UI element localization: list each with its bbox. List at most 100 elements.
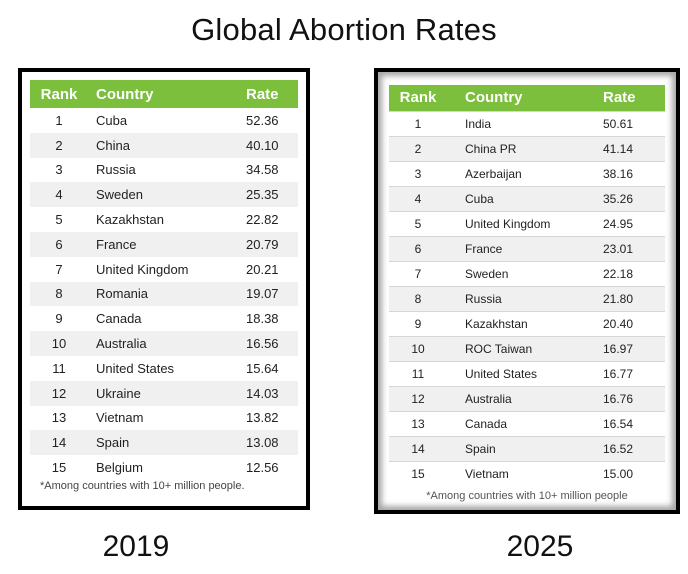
country-cell: Australia (96, 336, 147, 352)
rate-cell: 38.16 (603, 166, 634, 181)
rank-cell: 7 (55, 261, 63, 277)
rate-header: Rate (603, 89, 636, 107)
table-row: 5 United Kingdom 24.95 (389, 211, 665, 236)
table-row: 3 Azerbaijan 38.16 (389, 161, 665, 186)
country-cell: Spain (96, 435, 130, 451)
country-cell: ROC Taiwan (465, 341, 533, 356)
rank-cell: 9 (414, 316, 422, 331)
table-row: 11 United States 15.64 (30, 356, 298, 381)
page-title: Global Abortion Rates (191, 12, 497, 47)
country-cell: Spain (465, 441, 496, 456)
country-header: Country (96, 85, 154, 103)
table-row: 1 Cuba 52.36 (30, 108, 298, 133)
rate-cell: 34.58 (246, 162, 279, 178)
table-row: 11 United States 16.77 (389, 361, 665, 386)
rate-cell: 16.52 (603, 441, 634, 456)
rank-cell: 10 (411, 341, 425, 356)
rank-cell: 15 (411, 466, 425, 481)
table-row: 7 United Kingdom 20.21 (30, 257, 298, 282)
country-cell: France (465, 241, 503, 256)
table-row: 12 Australia 16.76 (389, 386, 665, 411)
table-row: 8 Romania 19.07 (30, 281, 298, 307)
footnote: *Among countries with 10+ million people… (40, 480, 245, 492)
rate-cell: 16.54 (603, 416, 634, 431)
rank-cell: 6 (414, 241, 422, 256)
table-row: 15 Belgium 12.56 (30, 455, 298, 480)
rank-cell: 1 (414, 116, 422, 131)
rank-cell: 2 (55, 137, 63, 153)
country-cell: Azerbaijan (465, 166, 522, 181)
table-header-row: Rank Country Rate (30, 80, 298, 108)
table-row: 14 Spain 13.08 (30, 430, 298, 456)
table-header-row: Rank Country Rate (389, 85, 665, 111)
ranking-table-2025: Rank Country Rate 1 India 50.61 2 China PR 41… (389, 85, 665, 486)
rate-cell: 22.82 (246, 212, 279, 228)
year-label-2025: 2025 (506, 530, 574, 563)
rate-cell: 15.00 (603, 466, 634, 481)
rate-cell: 20.21 (246, 261, 279, 277)
country-cell: United States (465, 366, 538, 381)
rate-cell: 15.64 (246, 360, 279, 376)
country-cell: Cuba (465, 191, 494, 206)
rate-cell: 20.79 (246, 236, 279, 252)
rank-cell: 11 (52, 360, 66, 376)
country-cell: Vietnam (465, 466, 509, 481)
country-cell: Kazakhstan (96, 212, 164, 228)
rate-cell: 40.10 (246, 137, 279, 153)
rate-cell: 14.03 (246, 385, 279, 401)
table-row: 15 Vietnam 15.00 (389, 461, 665, 486)
rank-cell: 8 (55, 286, 63, 302)
rate-cell: 50.61 (603, 116, 634, 131)
country-cell: Vietnam (96, 410, 144, 426)
table-row: 5 Kazakhstan 22.82 (30, 207, 298, 232)
rank-cell: 9 (55, 311, 63, 327)
rate-cell: 19.07 (246, 286, 279, 302)
rate-cell: 16.97 (603, 341, 634, 356)
rank-cell: 4 (55, 187, 63, 203)
rate-cell: 13.08 (246, 435, 279, 451)
rank-cell: 11 (411, 366, 425, 381)
country-cell: Russia (465, 291, 502, 306)
country-cell: China (96, 137, 130, 153)
table-row: 3 Russia 34.58 (30, 158, 298, 183)
rank-header: Rank (399, 89, 437, 107)
rate-cell: 22.18 (603, 266, 634, 281)
rank-cell: 8 (414, 291, 422, 306)
table-row: 13 Vietnam 13.82 (30, 406, 298, 431)
table-row: 7 Sweden 22.18 (389, 261, 665, 286)
table-row: 10 ROC Taiwan 16.97 (389, 336, 665, 361)
country-cell: India (465, 116, 492, 131)
country-cell: Canada (96, 311, 142, 327)
rate-cell: 13.82 (246, 410, 279, 426)
country-cell: Cuba (96, 112, 128, 128)
country-cell: Sweden (465, 266, 509, 281)
country-cell: Australia (465, 391, 512, 406)
rate-cell: 12.56 (246, 460, 279, 476)
footnote: *Among countries with 10+ million people (426, 490, 628, 502)
year-label-2019: 2019 (102, 530, 170, 563)
table-row: 12 Ukraine 14.03 (30, 380, 298, 406)
rank-cell: 6 (55, 236, 63, 252)
country-cell: Kazakhstan (465, 316, 528, 331)
rate-cell: 16.56 (246, 336, 279, 352)
rank-header: Rank (40, 85, 78, 103)
table-2025-panel: Rank Country Rate 1 India 50.61 2 China PR 41… (378, 72, 676, 510)
country-cell: China PR (465, 141, 517, 156)
table-2019-frame: Rank Country Rate 1 Cuba 52.36 2 China 40.10 3… (18, 68, 310, 510)
rank-cell: 12 (411, 391, 425, 406)
rank-cell: 2 (414, 141, 422, 156)
table-row: 6 France 23.01 (389, 236, 665, 261)
table-row: 1 India 50.61 (389, 111, 665, 136)
rate-cell: 25.35 (246, 187, 279, 203)
rank-cell: 14 (411, 441, 425, 456)
rate-cell: 20.40 (603, 316, 634, 331)
country-cell: Russia (96, 162, 136, 178)
table-row: 10 Australia 16.56 (30, 331, 298, 356)
rank-cell: 5 (55, 212, 63, 228)
rank-cell: 13 (51, 410, 67, 426)
rank-cell: 3 (414, 166, 422, 181)
country-cell: United States (96, 360, 175, 376)
table-row: 4 Sweden 25.35 (30, 182, 298, 208)
rank-cell: 13 (411, 416, 425, 431)
ranking-table-2019: Rank Country Rate 1 Cuba 52.36 2 China 40.10 3… (30, 80, 298, 480)
